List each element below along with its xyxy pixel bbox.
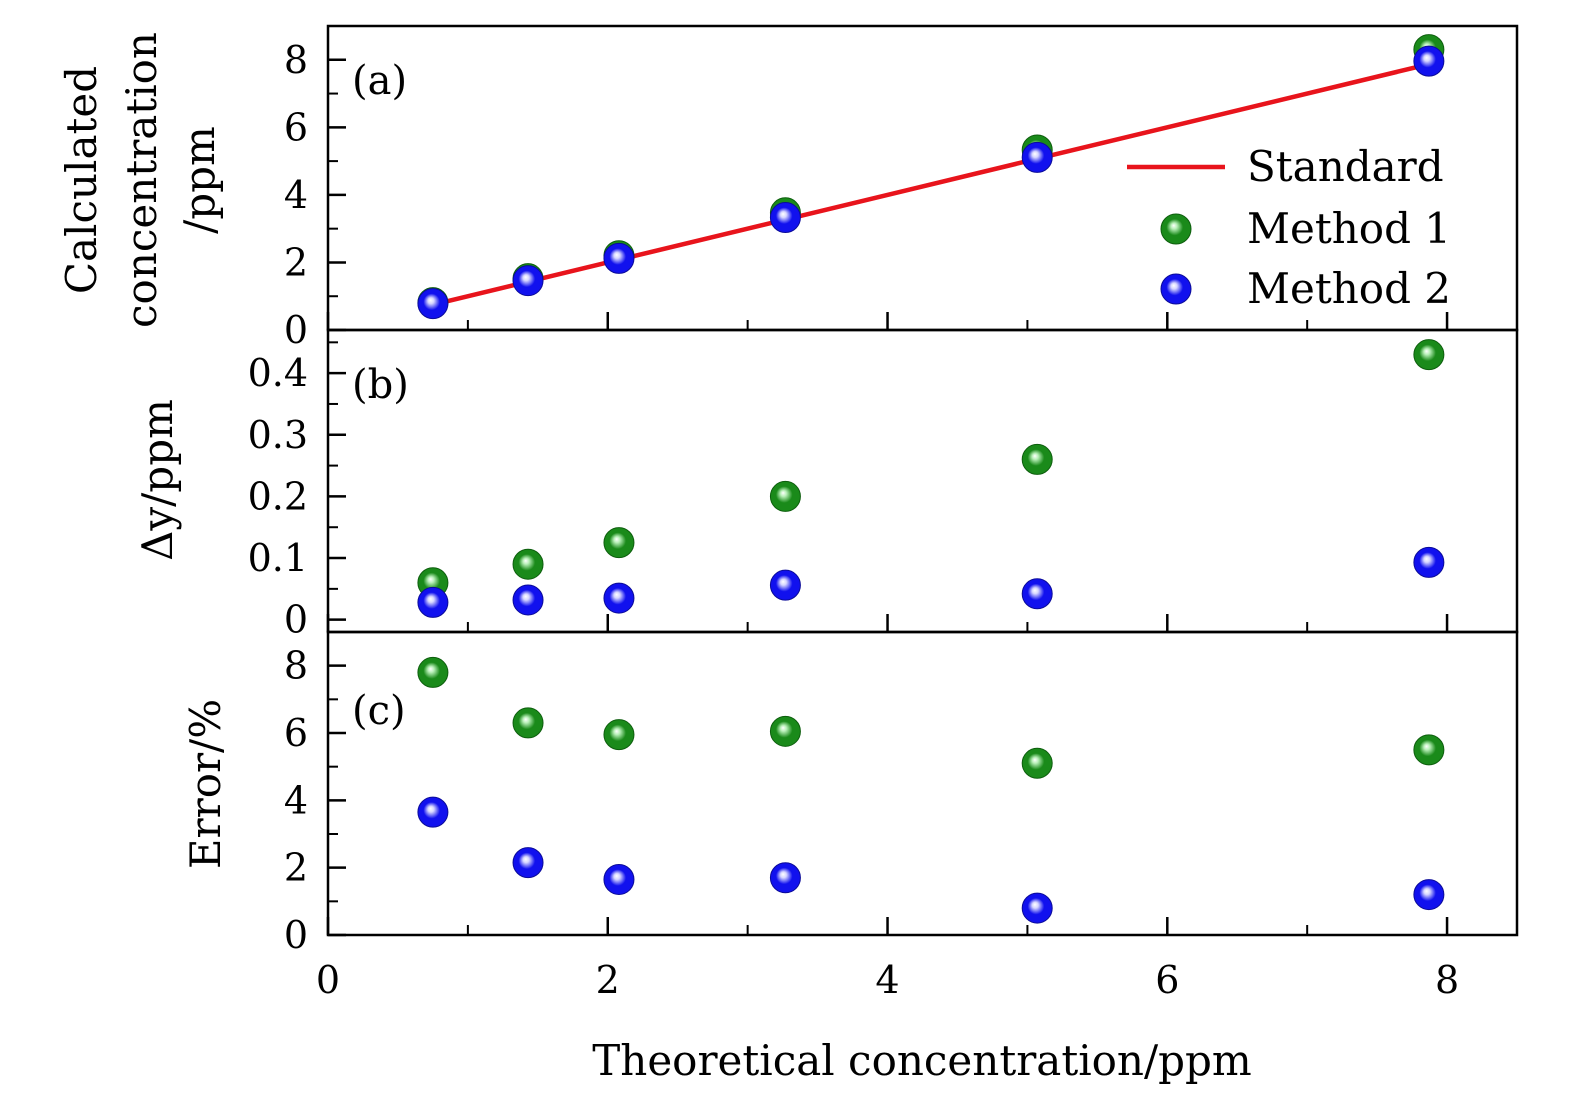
- panel-c-label: (c): [352, 688, 406, 734]
- legend: Standard Method 1 Method 2: [1127, 142, 1451, 313]
- panel-a-ylabel-line-2: concentration: [117, 32, 166, 328]
- panel-b-ytick-label: 0.4: [248, 351, 308, 395]
- panel-c-ytick-label: 8: [284, 644, 308, 688]
- panel-b-method-1-point: [512, 548, 544, 580]
- panel-a-method-2-point: [417, 288, 449, 320]
- x-tick-label: 6: [1155, 958, 1179, 1002]
- panel-a-method-2-point: [769, 202, 801, 234]
- panel-c-method-2-point: [1413, 879, 1445, 911]
- panel-b-ytick-label: 0: [284, 598, 308, 642]
- panel-c-method-1-point: [512, 707, 544, 739]
- panel-b-ytick-label: 0.1: [248, 536, 308, 580]
- legend-method-2-swatch: [1160, 273, 1192, 305]
- x-tick-label: 0: [316, 958, 340, 1002]
- x-tick-label: 2: [596, 958, 620, 1002]
- panel-b-method-2-point: [417, 586, 449, 618]
- panel-a-ylabel: Calculated: [57, 66, 106, 294]
- panel-c-method-2-point: [1021, 892, 1053, 924]
- panel-b-method-1-point: [603, 527, 635, 559]
- panel-b-method-2-point: [512, 584, 544, 616]
- panel-a-method-2-point: [1413, 45, 1445, 77]
- panel-a-ylabel: concentration: [117, 32, 166, 328]
- panel-c-method-1-point: [603, 719, 635, 751]
- panel-c-ytick-label: 4: [284, 778, 308, 822]
- panel-a-label: (a): [352, 58, 407, 104]
- x-tick-label: 8: [1435, 958, 1459, 1002]
- panel-a-ytick-label: 6: [284, 105, 308, 149]
- x-axis-title: Theoretical concentration/ppm: [592, 1036, 1251, 1085]
- panel-a-ytick-label: 0: [284, 308, 308, 352]
- panel-c-method-2-point: [603, 863, 635, 895]
- panel-c-method-2-point: [417, 796, 449, 828]
- panel-c-method-1-point: [769, 715, 801, 747]
- panel-c-method-2-point: [769, 862, 801, 894]
- panel-b-method-2-point: [769, 569, 801, 601]
- panel-c-method-2-point: [512, 847, 544, 879]
- panel-a-ylabel: /ppm: [175, 126, 224, 234]
- panel-c-ylabel: Error/%: [181, 699, 230, 869]
- panel-b-ytick-label: 0.2: [248, 474, 308, 518]
- panel-c-method-1-point: [417, 656, 449, 688]
- panel-c-method-1-point: [1413, 734, 1445, 766]
- legend-standard-label: Standard: [1247, 142, 1444, 191]
- panel-b-method-1-point: [1021, 443, 1053, 475]
- panel-c-ytick-label: 0: [284, 913, 308, 957]
- panel-c-ytick-label: 2: [284, 846, 308, 890]
- legend-method-2-label: Method 2: [1247, 264, 1451, 313]
- panel-b-method-1-point: [1413, 339, 1445, 371]
- panel-b-method-2-point: [1021, 578, 1053, 610]
- panel-b-label: (b): [352, 362, 409, 408]
- panel-a-method-2-point: [603, 242, 635, 274]
- panel-b-method-1-point: [769, 480, 801, 512]
- panel-c-frame: [326, 630, 1519, 937]
- panel-a-method-2-point: [1021, 141, 1053, 173]
- panel-b-ylabel: Δy/ppm: [133, 399, 182, 561]
- legend-method-1-label: Method 1: [1247, 204, 1451, 253]
- panel-b-method-2-point: [603, 582, 635, 614]
- panel-a-ylabel-line-1: Calculated: [57, 66, 106, 294]
- panel-c-method-1-point: [1021, 747, 1053, 779]
- panel-b-ytick-label: 0.3: [248, 413, 308, 457]
- legend-method-1-swatch: [1160, 213, 1192, 245]
- panel-a-ytick-label: 4: [284, 173, 308, 217]
- panel-b-frame: [326, 328, 1519, 634]
- panel-a-ytick-label: 2: [284, 240, 308, 284]
- panel-c-ytick-label: 6: [284, 711, 308, 755]
- x-tick-label: 4: [875, 958, 899, 1002]
- panel-b-method-2-point: [1413, 546, 1445, 578]
- panel-a-ylabel-line-3: /ppm: [175, 126, 224, 234]
- panel-a-method-2-point: [512, 265, 544, 297]
- panel-a-ytick-label: 8: [284, 38, 308, 82]
- panel-a-standard-line: [432, 61, 1430, 307]
